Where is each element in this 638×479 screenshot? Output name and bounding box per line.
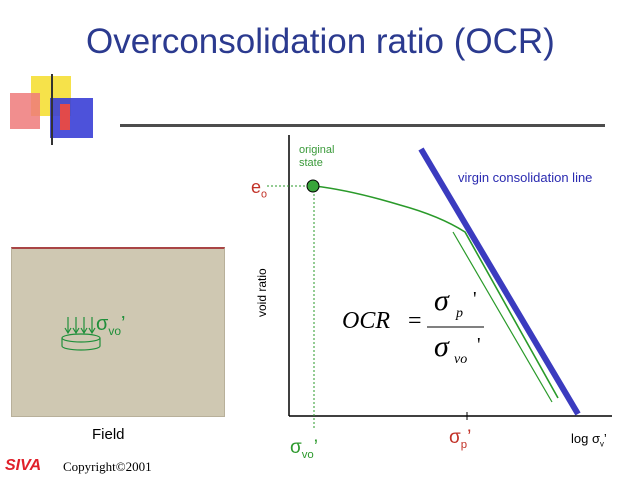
formula-num-prime: ' — [473, 288, 477, 310]
x-axis-label-sub: v — [599, 439, 604, 449]
element-top — [61, 333, 101, 343]
original-state-point — [306, 179, 320, 193]
formula-lhs: OCR — [342, 308, 390, 334]
formula-num-sub: p — [456, 306, 463, 321]
page-title: Overconsolidation ratio (OCR) — [86, 22, 555, 61]
x-axis-label: log σv’ — [571, 431, 607, 449]
load-arrow-head — [80, 327, 88, 335]
formula-den-sigma: σ — [434, 330, 449, 363]
brand-logo-text: SIVA — [5, 457, 42, 474]
original-state-line2: state — [299, 157, 323, 169]
compression-curve-lower — [452, 231, 553, 403]
virgin-line-label: virgin consolidation line — [458, 170, 593, 185]
original-state-line1: original — [299, 144, 335, 156]
soil-element-sketch — [61, 317, 101, 351]
element-bottom — [61, 345, 101, 351]
sigma-sub: vo — [301, 448, 314, 461]
load-arrow-head — [72, 327, 80, 335]
x-axis-label-suffix: ’ — [603, 431, 607, 446]
original-state-label: original state — [299, 144, 334, 170]
x-axis-label-prefix: log σ — [571, 431, 600, 446]
eo-main: e — [251, 177, 262, 197]
sigma-symbol: σ — [96, 313, 109, 335]
prime: ’ — [467, 427, 472, 448]
virgin-consolidation-line — [418, 147, 581, 416]
logo-decoration — [10, 74, 93, 145]
formula-den-prime: ' — [477, 334, 481, 356]
field-sigma-vo-label: σvo’ — [96, 313, 125, 338]
sigma-sub: p — [460, 438, 468, 451]
prime: ’ — [121, 313, 126, 335]
load-arrow-head — [64, 327, 72, 335]
sigma-symbol: σ — [449, 427, 461, 448]
sigma-p-axis-label: σp’ — [449, 427, 471, 451]
title-divider — [120, 124, 605, 127]
load-arrow-head — [88, 327, 96, 335]
prime: ’ — [313, 437, 318, 458]
y-axis-label: void ratio — [255, 268, 269, 317]
formula-equals: = — [408, 308, 422, 334]
logo-red-square — [10, 93, 40, 129]
logo-blue-square — [50, 98, 93, 138]
sigma-sub: vo — [108, 324, 122, 338]
copyright-text: Copyright©2001 — [63, 459, 152, 474]
sigma-symbol: σ — [290, 437, 302, 458]
eo-label: eo — [251, 177, 267, 201]
formula-num-sigma: σ — [434, 284, 449, 317]
logo-red-bar — [60, 104, 70, 130]
field-label: Field — [92, 426, 125, 443]
field-image-panel — [11, 247, 225, 417]
sigma-vo-axis-label: σvo’ — [290, 437, 318, 461]
formula-den-sub: vo — [454, 352, 468, 367]
eo-sub: o — [261, 188, 268, 201]
compression-curve — [313, 185, 559, 399]
